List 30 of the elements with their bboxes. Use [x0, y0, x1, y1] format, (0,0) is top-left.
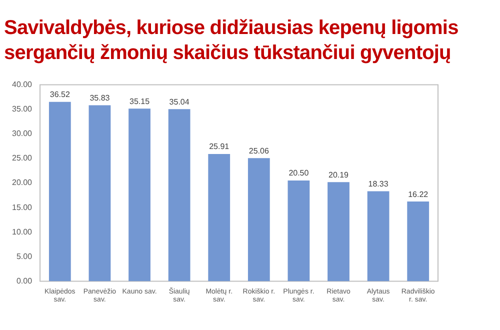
data-label: 18.33: [368, 179, 389, 188]
bar: [328, 182, 350, 282]
y-tick-label: 25.00: [12, 154, 33, 163]
y-tick-label: 20.00: [12, 178, 33, 188]
data-label: 20.50: [288, 168, 310, 178]
bar: [407, 202, 430, 282]
y-tick-label: 30.00: [12, 129, 33, 138]
data-label: 25.91: [209, 142, 230, 152]
y-tick-label: 10.00: [12, 227, 33, 236]
bar: [168, 109, 190, 282]
data-label: 35.04: [169, 97, 190, 106]
bar: [88, 105, 111, 282]
y-tick-label: 40.00: [12, 80, 33, 90]
data-label: 35.15: [130, 96, 150, 106]
data-label: 35.83: [90, 93, 110, 102]
y-tick-label: 5.00: [16, 252, 33, 261]
chart-title: Savivaldybės, kuriose didžiausias kepenų ligomis sergančių žmonių skaičius tūkstančiui gyventojų: [4, 16, 460, 66]
y-tick-label: 0.00: [16, 276, 33, 286]
data-label: 25.06: [248, 146, 270, 156]
data-label: 36.52: [50, 90, 70, 100]
bar: [208, 154, 230, 282]
bar: [128, 108, 150, 282]
bar: [367, 191, 390, 282]
y-tick-label: 15.00: [12, 202, 33, 212]
bar: [248, 158, 270, 282]
bar: [48, 102, 71, 282]
data-label: 20.19: [328, 170, 350, 180]
data-label: 16.22: [408, 190, 429, 199]
bar: [288, 180, 310, 282]
y-tick-label: 35.00: [12, 104, 33, 114]
